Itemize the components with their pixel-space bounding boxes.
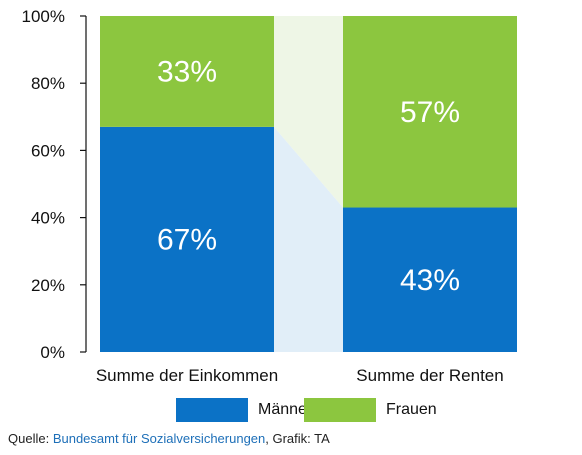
y-tick-label: 60% [31,141,65,160]
source-prefix: Quelle: [8,431,53,446]
value-label-frauen-0: 33% [157,55,217,88]
legend-label-maenner: Männer [258,401,313,418]
legend: Männer Frauen [0,397,582,423]
bar-maenner-0 [100,126,274,352]
source-note: Quelle: Bundesamt für Sozialversicherung… [8,431,330,446]
bar-maenner-1 [343,207,517,352]
source-suffix: , Grafik: TA [265,431,330,446]
connector-lower [274,126,343,352]
value-label-maenner-1: 43% [400,264,460,297]
legend-swatch-frauen [304,398,376,422]
bar-frauen-0 [100,16,274,127]
y-tick-label: 100% [22,7,65,26]
legend-item-frauen: Frauen [304,397,437,423]
stacked-bar-chart: 0% 20% 40% 60% 80% 100% 67% 33% 43% 57% Summe de… [22,7,517,385]
category-labels: Summe der Einkommen Summe der Renten [96,366,504,385]
category-label: Summe der Renten [356,366,503,385]
bar-frauen-1 [343,16,517,208]
value-label-frauen-1: 57% [400,96,460,129]
legend-item-maenner: Männer [176,397,312,423]
source-link[interactable]: Bundesamt für Sozialversicherungen [52,431,266,446]
value-labels: 67% 33% 43% 57% [157,55,460,296]
value-label-maenner-0: 67% [157,223,217,256]
legend-swatch-maenner [176,398,248,422]
y-axis: 0% 20% 40% 60% 80% 100% [22,7,87,362]
y-tick-label: 20% [31,276,65,295]
y-tick-label: 40% [31,209,65,228]
bars [100,16,517,352]
category-label: Summe der Einkommen [96,366,278,385]
legend-label-frauen: Frauen [386,401,437,418]
y-tick-label: 80% [31,74,65,93]
y-tick-label: 0% [40,343,65,362]
connector-upper [274,16,343,208]
bar-connectors [274,16,343,352]
